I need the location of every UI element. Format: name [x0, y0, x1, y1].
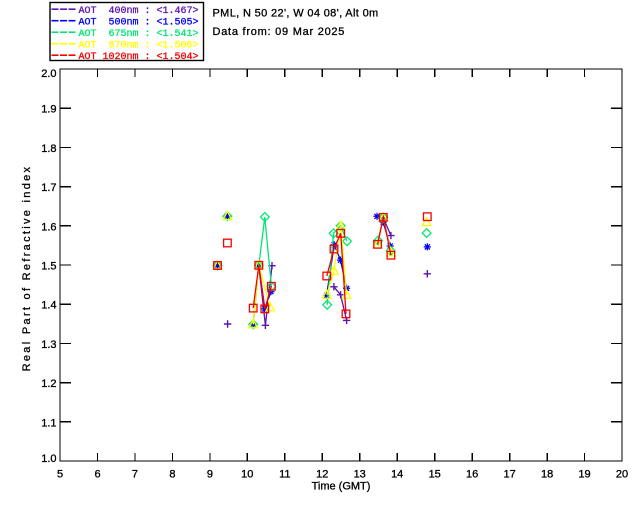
svg-text:20: 20	[616, 469, 628, 481]
svg-text:15: 15	[429, 469, 441, 481]
svg-text:AOT 675nm : <1.541>: AOT 675nm : <1.541>	[79, 29, 199, 40]
svg-text:1.1: 1.1	[41, 417, 56, 429]
svg-text:AOT 870nm : <1.506>: AOT 870nm : <1.506>	[79, 40, 199, 51]
svg-text:19: 19	[578, 469, 590, 481]
svg-text:5: 5	[57, 469, 63, 481]
svg-text:PML, N 50 22', W 04 08', Alt 0: PML, N 50 22', W 04 08', Alt 0m	[213, 8, 379, 20]
svg-text:7: 7	[132, 469, 138, 481]
svg-text:Real Part of Refractive index: Real Part of Refractive index	[21, 165, 33, 372]
svg-text:18: 18	[541, 469, 553, 481]
svg-text:9: 9	[207, 469, 213, 481]
svg-text:AOT 1020nm : <1.504>: AOT 1020nm : <1.504>	[79, 52, 199, 63]
svg-text:2.0: 2.0	[41, 68, 56, 80]
svg-text:1.7: 1.7	[41, 182, 56, 194]
svg-text:11: 11	[279, 469, 290, 481]
svg-text:1.6: 1.6	[41, 221, 56, 233]
svg-text:12: 12	[316, 469, 328, 481]
svg-text:1.0: 1.0	[41, 453, 56, 465]
svg-text:Time (GMT): Time (GMT)	[312, 481, 371, 493]
svg-text:13: 13	[354, 469, 366, 481]
svg-text:6: 6	[94, 469, 100, 481]
svg-text:1.5: 1.5	[41, 261, 56, 273]
svg-text:AOT 400nm : <1.467>: AOT 400nm : <1.467>	[79, 6, 199, 17]
svg-text:1.3: 1.3	[41, 339, 56, 351]
svg-text:Data from: 09 Mar 2025: Data from: 09 Mar 2025	[213, 26, 346, 38]
svg-text:1.9: 1.9	[41, 104, 56, 116]
svg-text:AOT 500nm : <1.505>: AOT 500nm : <1.505>	[79, 17, 199, 28]
svg-text:8: 8	[169, 469, 175, 481]
svg-text:1.2: 1.2	[41, 378, 56, 390]
svg-text:17: 17	[503, 469, 515, 481]
svg-text:1.8: 1.8	[41, 143, 56, 155]
svg-text:16: 16	[466, 469, 478, 481]
svg-text:14: 14	[391, 469, 403, 481]
svg-text:10: 10	[241, 469, 253, 481]
svg-text:1.4: 1.4	[41, 300, 56, 312]
